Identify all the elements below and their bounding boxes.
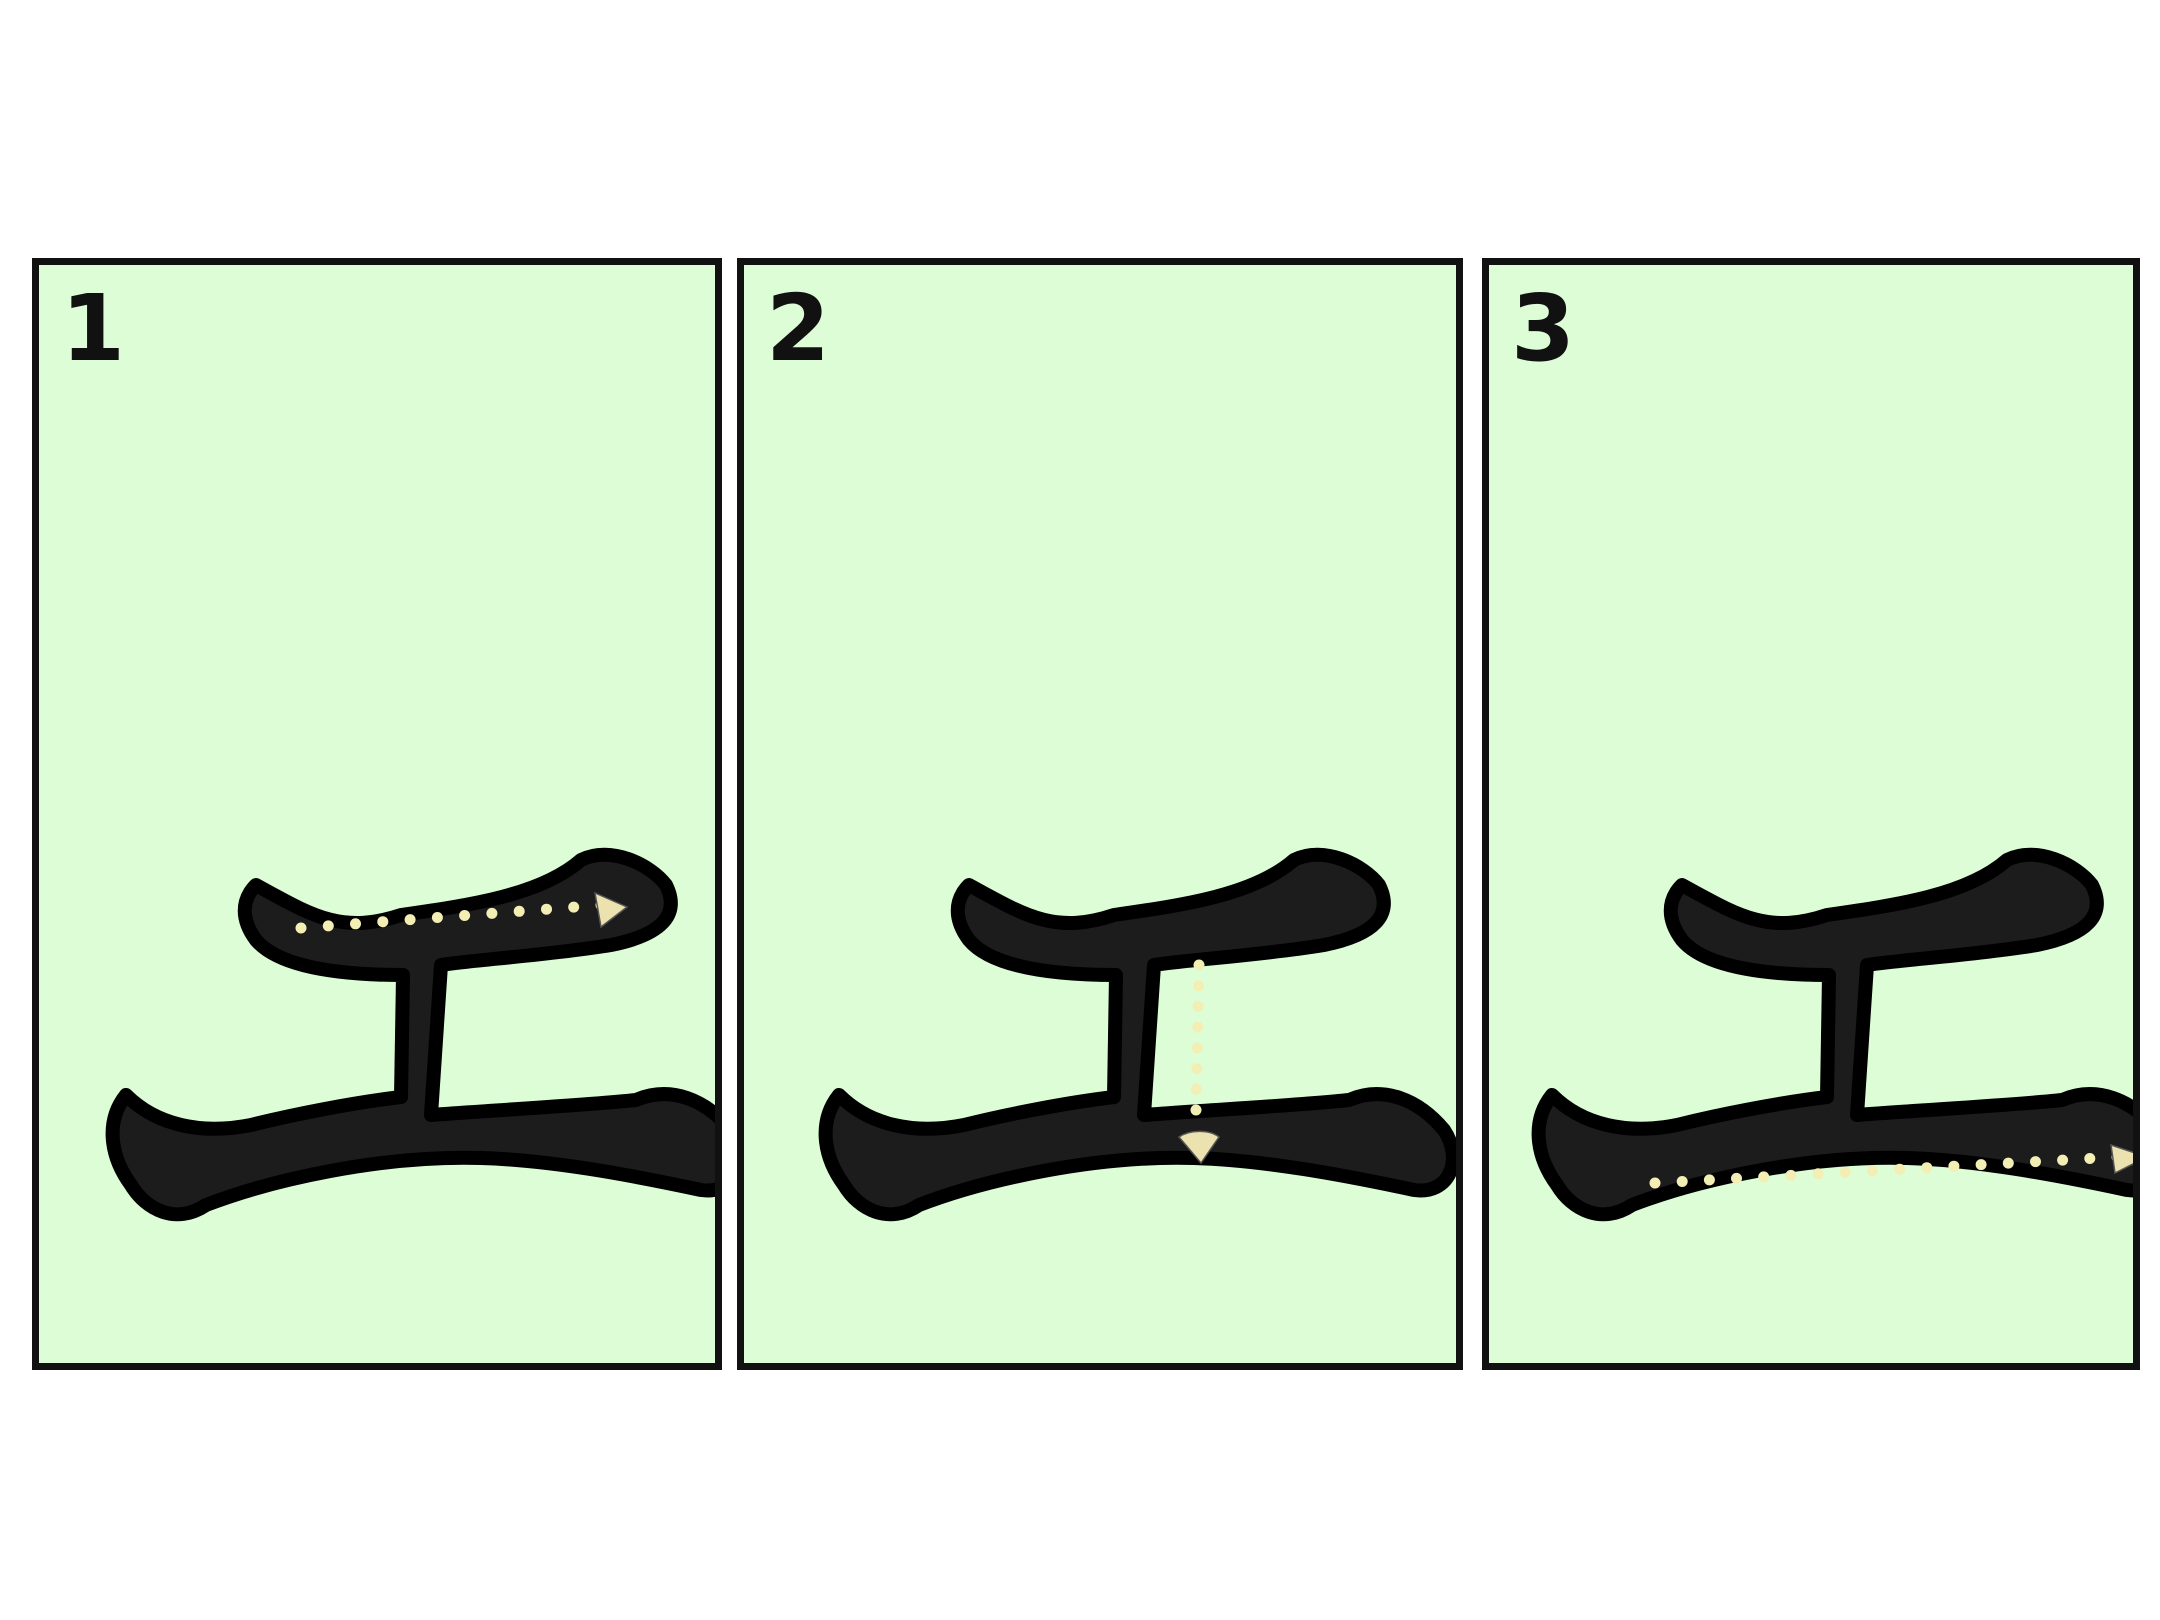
guide-dot	[541, 903, 552, 915]
character-glyph	[818, 847, 1456, 1222]
stroke-guide-dots	[1190, 959, 1205, 1116]
guide-dot	[1866, 1165, 1878, 1177]
guide-dot	[2057, 1154, 2069, 1166]
guide-dot	[322, 920, 334, 932]
guide-dot	[2002, 1157, 2014, 1169]
card-number: 1	[61, 275, 126, 382]
guide-dot	[1190, 1083, 1202, 1095]
guide-dot	[1191, 1063, 1203, 1075]
guide-dot	[513, 905, 525, 917]
guide-dot	[486, 907, 498, 919]
guide-dot	[350, 918, 361, 930]
guide-dot	[1193, 980, 1205, 992]
guide-dot	[1785, 1169, 1797, 1181]
guide-dot	[1758, 1171, 1770, 1183]
character-glyph	[105, 847, 715, 1222]
glyph-shape	[818, 847, 1456, 1222]
guide-dot	[1894, 1163, 1906, 1175]
guide-dot	[404, 914, 416, 926]
guide-dot	[2030, 1156, 2041, 1168]
guide-dot	[1948, 1160, 1960, 1172]
guide-dot	[1193, 959, 1205, 971]
guide-dot	[295, 922, 307, 934]
guide-dot	[1703, 1174, 1715, 1186]
guide-dot	[2084, 1153, 2096, 1164]
stroke-guide-arrow	[594, 891, 629, 929]
guide-dot	[1731, 1172, 1742, 1184]
stroke-card-2: 2	[737, 258, 1463, 1370]
card-number: 3	[1511, 275, 1576, 382]
glyph-shape	[1531, 847, 2133, 1222]
guide-dot	[1192, 1021, 1204, 1033]
card-number: 2	[766, 275, 831, 382]
guide-dot	[459, 910, 471, 921]
guide-dot	[1921, 1162, 1933, 1174]
guide-dot	[1975, 1159, 1987, 1171]
stroke-guide-arrow	[1177, 1130, 1221, 1165]
guide-dot	[1192, 1000, 1204, 1012]
stroke-guide-arrow	[2110, 1143, 2133, 1175]
guide-dot	[1191, 1042, 1203, 1054]
stroke-guide-dots	[1649, 1151, 2123, 1189]
guide-dot	[377, 916, 389, 928]
guide-dot	[1649, 1177, 1661, 1189]
guide-dot	[1190, 1104, 1202, 1116]
stroke-card-3: 3	[1482, 258, 2140, 1370]
guide-dot	[1812, 1168, 1824, 1180]
guide-dot	[1839, 1166, 1851, 1178]
guide-dot	[1676, 1176, 1688, 1187]
stroke-card-1: 1	[32, 258, 722, 1370]
guide-dot	[568, 901, 580, 913]
guide-dot	[431, 912, 443, 923]
character-glyph	[1531, 847, 2133, 1222]
glyph-shape	[105, 847, 715, 1222]
